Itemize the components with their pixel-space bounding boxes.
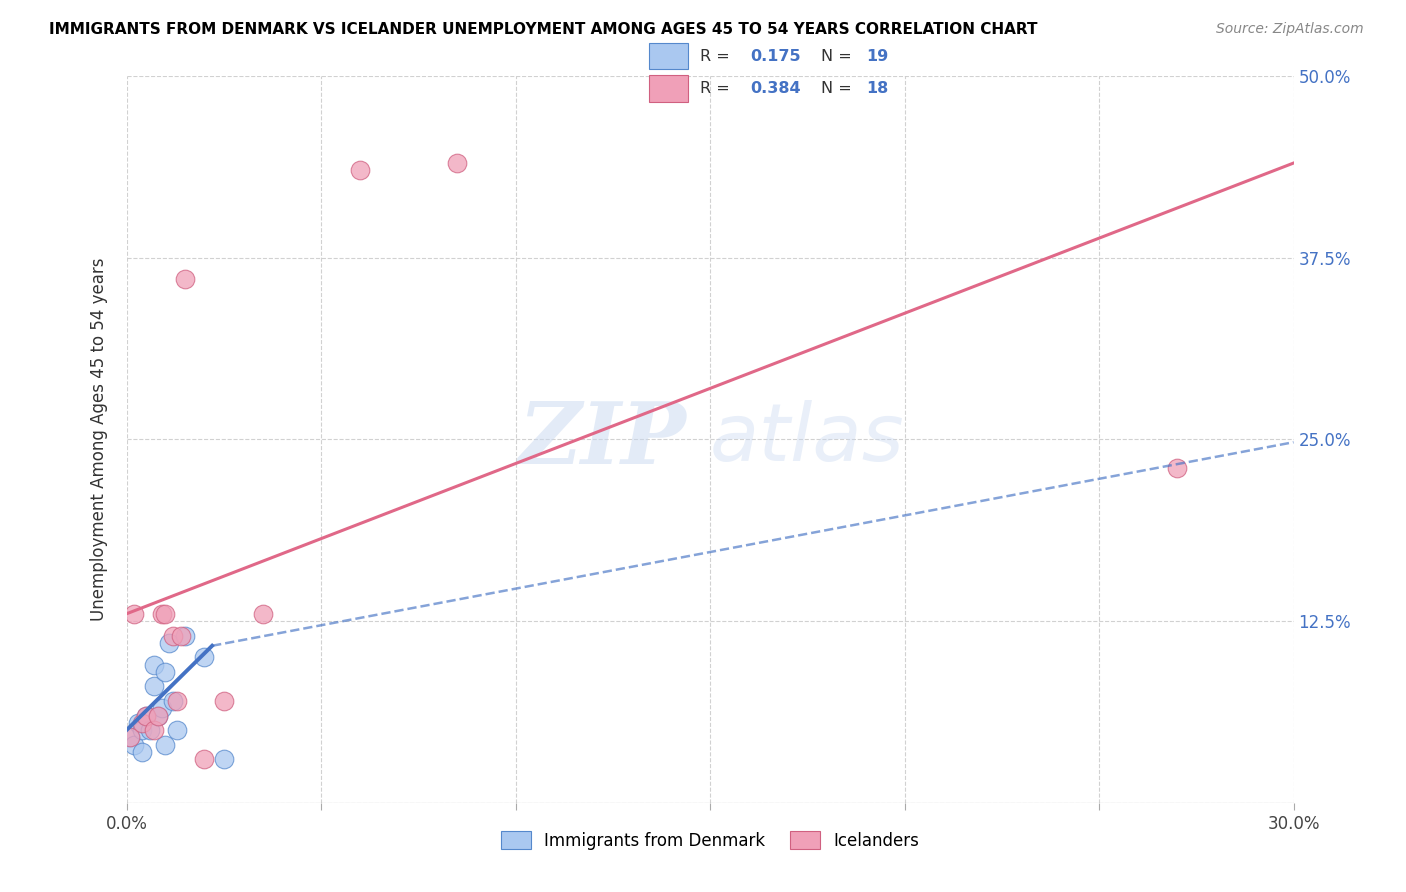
Point (155, 607, 177, 621)
Text: 0.384: 0.384 (749, 81, 800, 95)
Point (162, 629, 184, 643)
Point (212, 694, 235, 708)
Point (252, 607, 274, 621)
Point (170, 629, 193, 643)
Point (1166, 461, 1188, 475)
Point (124, 738, 146, 752)
Point (131, 723, 153, 737)
Point (135, 708, 157, 723)
Point (142, 723, 165, 737)
Point (150, 607, 173, 621)
Point (142, 680, 165, 694)
Point (127, 715, 149, 730)
Point (174, 629, 197, 643)
Point (131, 715, 153, 730)
Point (139, 723, 162, 737)
Text: Source: ZipAtlas.com: Source: ZipAtlas.com (1216, 22, 1364, 37)
Point (349, 163, 371, 178)
Point (146, 708, 169, 723)
Point (193, 752, 215, 766)
Point (120, 731, 142, 745)
Text: IMMIGRANTS FROM DENMARK VS ICELANDER UNEMPLOYMENT AMONG AGES 45 TO 54 YEARS CORR: IMMIGRANTS FROM DENMARK VS ICELANDER UNE… (49, 22, 1038, 37)
Text: 18: 18 (866, 81, 889, 95)
Text: N =: N = (821, 81, 858, 95)
Point (150, 701, 173, 715)
Point (131, 745, 153, 759)
Point (212, 752, 235, 766)
Point (135, 708, 157, 723)
Point (166, 694, 188, 708)
Legend: Immigrants from Denmark, Icelanders: Immigrants from Denmark, Icelanders (494, 824, 927, 856)
Point (146, 708, 169, 723)
Point (193, 650, 215, 665)
Text: ZIP: ZIP (519, 398, 686, 481)
Point (157, 636, 180, 650)
Text: 0.175: 0.175 (749, 49, 800, 63)
Text: 19: 19 (866, 49, 889, 63)
Point (155, 665, 177, 679)
Point (174, 272, 197, 286)
Text: N =: N = (821, 49, 858, 63)
Y-axis label: Unemployment Among Ages 45 to 54 years: Unemployment Among Ages 45 to 54 years (90, 258, 108, 621)
Point (446, 156, 468, 170)
Point (142, 657, 165, 672)
Point (120, 731, 142, 745)
Point (162, 694, 184, 708)
Text: R =: R = (700, 49, 735, 63)
Text: R =: R = (700, 81, 735, 95)
Point (155, 738, 177, 752)
FancyBboxPatch shape (648, 43, 688, 70)
Point (124, 607, 146, 621)
Text: atlas: atlas (710, 401, 905, 478)
Point (166, 723, 188, 737)
FancyBboxPatch shape (648, 75, 688, 102)
